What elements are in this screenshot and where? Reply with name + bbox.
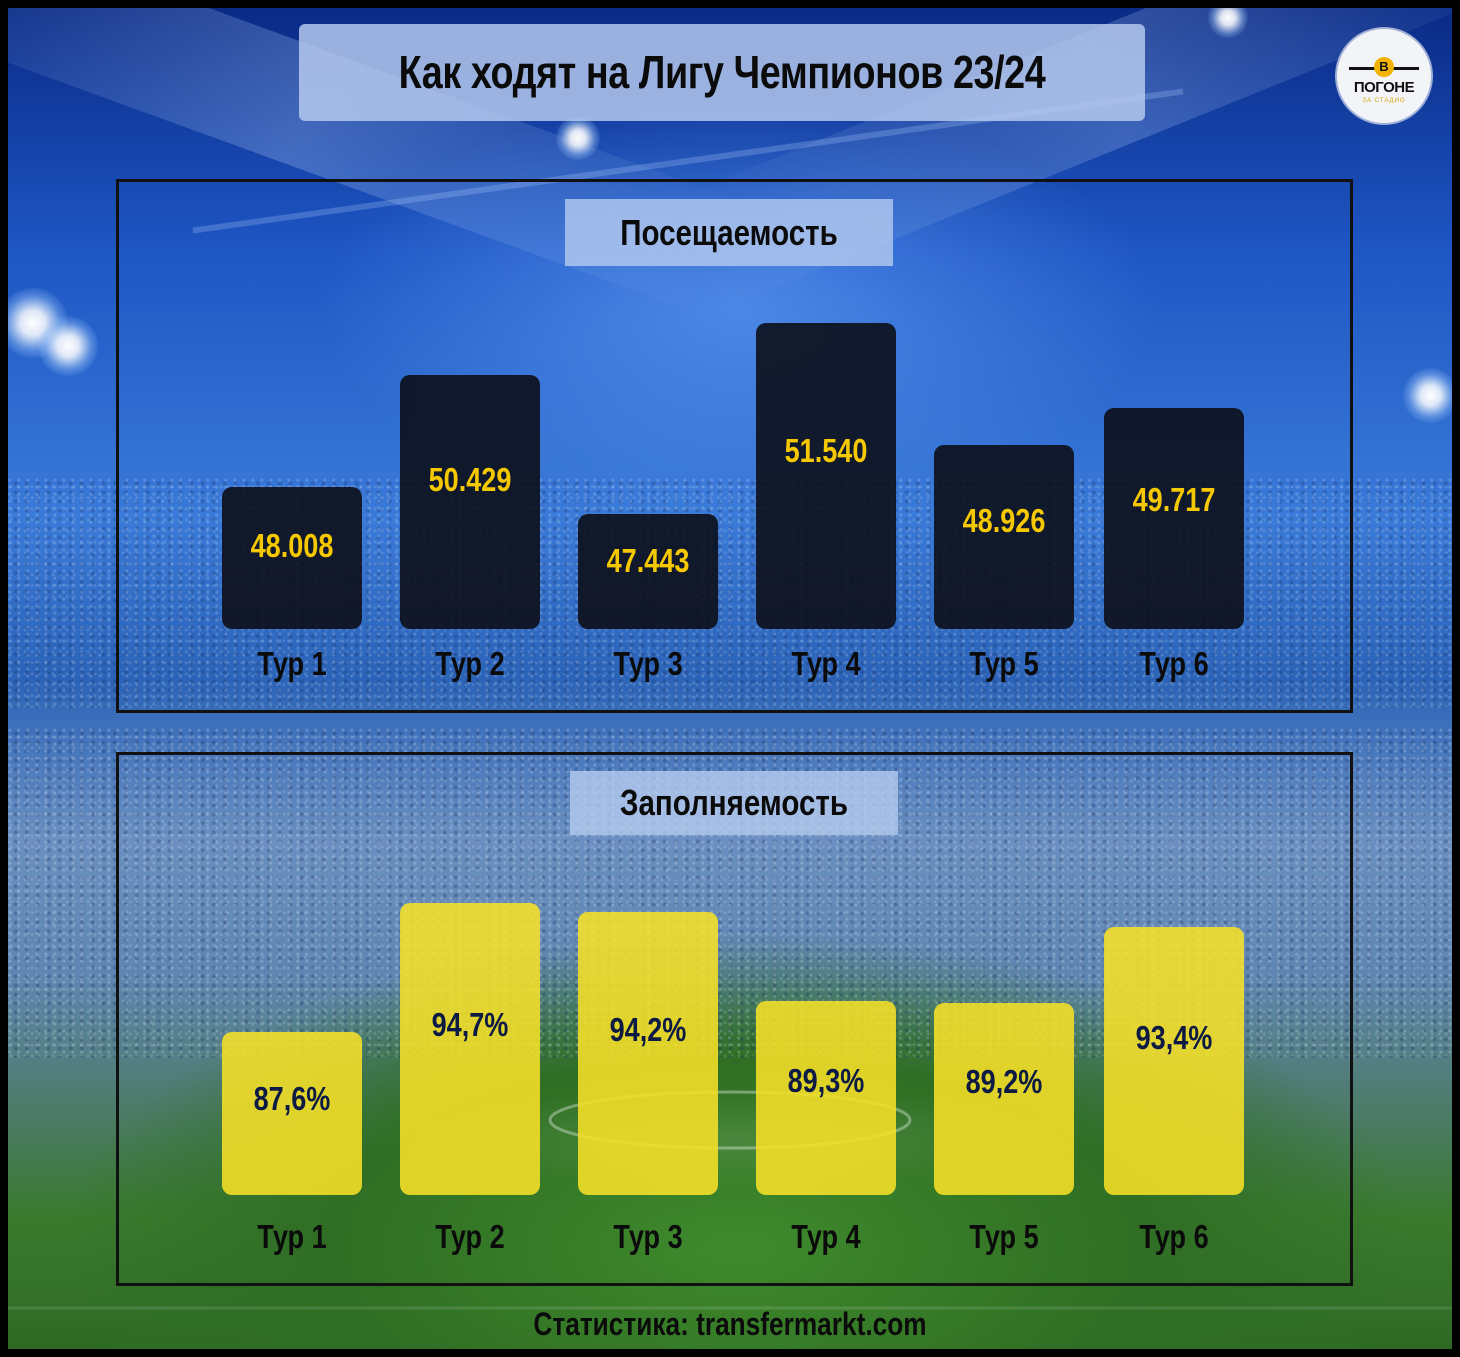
stadium-light-flare — [556, 116, 600, 160]
occupancy-category-label: Тур 2 — [435, 1218, 505, 1255]
occupancy-category-label: Тур 6 — [1139, 1218, 1209, 1255]
pitch-lines — [8, 1090, 1452, 1310]
logo-name: ПОГОНЕ — [1353, 79, 1415, 96]
stadium-light-flare — [1403, 368, 1452, 423]
logo-subtitle: ЗА СТАДИО — [1362, 98, 1406, 104]
logo: В ПОГОНЕ ЗА СТАДИО — [1337, 29, 1431, 123]
occupancy-bar — [578, 912, 718, 1195]
attendance-value-label: 48.008 — [250, 526, 334, 564]
attendance-title: Посещаемость — [620, 212, 838, 253]
occupancy-value-label: 89,2% — [965, 1063, 1043, 1101]
attendance-title-box: Посещаемость — [565, 199, 893, 266]
occupancy-value-label: 93,4% — [1135, 1019, 1213, 1057]
attendance-bar — [222, 487, 362, 629]
occupancy-category-label: Тур 4 — [791, 1218, 861, 1255]
attendance-value-label: 49.717 — [1132, 480, 1216, 518]
logo-bar — [1393, 67, 1419, 70]
source-note: Статистика: transfermarkt.com — [533, 1306, 927, 1342]
attendance-category-label: Тур 6 — [1139, 645, 1209, 682]
occupancy-bar — [400, 903, 540, 1195]
attendance-bar — [1104, 407, 1244, 629]
occupancy-bar — [756, 1000, 896, 1195]
occupancy-value-label: 94,2% — [609, 1010, 687, 1048]
attendance-category-label: Тур 1 — [257, 645, 327, 682]
logo-letter: В — [1374, 57, 1394, 77]
stadium-light-flare — [38, 316, 98, 376]
occupancy-category-label: Тур 3 — [613, 1218, 683, 1255]
occupancy-category-label: Тур 5 — [969, 1218, 1039, 1255]
attendance-value-label: 48.926 — [962, 502, 1046, 540]
title-banner: Как ходят на Лигу Чемпионов 23/24 — [299, 24, 1145, 121]
attendance-value-label: 51.540 — [784, 431, 868, 469]
attendance-bar — [400, 374, 540, 629]
attendance-category-label: Тур 5 — [969, 645, 1039, 682]
attendance-category-label: Тур 4 — [791, 645, 861, 682]
occupancy-bar — [1104, 926, 1244, 1195]
occupancy-panel — [116, 752, 1353, 1286]
occupancy-bar — [934, 1002, 1074, 1195]
logo-bar — [1349, 67, 1375, 70]
occupancy-title: Заполняемость — [619, 782, 848, 823]
attendance-bar — [934, 444, 1074, 629]
occupancy-value-label: 94,7% — [431, 1005, 509, 1043]
occupancy-bar — [222, 1031, 362, 1195]
occupancy-title-box: Заполняемость — [570, 771, 898, 835]
page-title: Как ходят на Лигу Чемпионов 23/24 — [398, 46, 1046, 98]
occupancy-value-label: 87,6% — [253, 1080, 331, 1118]
occupancy-value-label: 89,3% — [787, 1062, 865, 1100]
attendance-value-label: 47.443 — [606, 542, 690, 580]
attendance-panel — [116, 179, 1353, 713]
occupancy-category-label: Тур 1 — [257, 1218, 327, 1255]
attendance-bar — [578, 513, 718, 629]
attendance-value-label: 50.429 — [428, 461, 512, 499]
attendance-category-label: Тур 3 — [613, 645, 683, 682]
attendance-category-label: Тур 2 — [435, 645, 505, 682]
attendance-bar — [756, 323, 896, 629]
